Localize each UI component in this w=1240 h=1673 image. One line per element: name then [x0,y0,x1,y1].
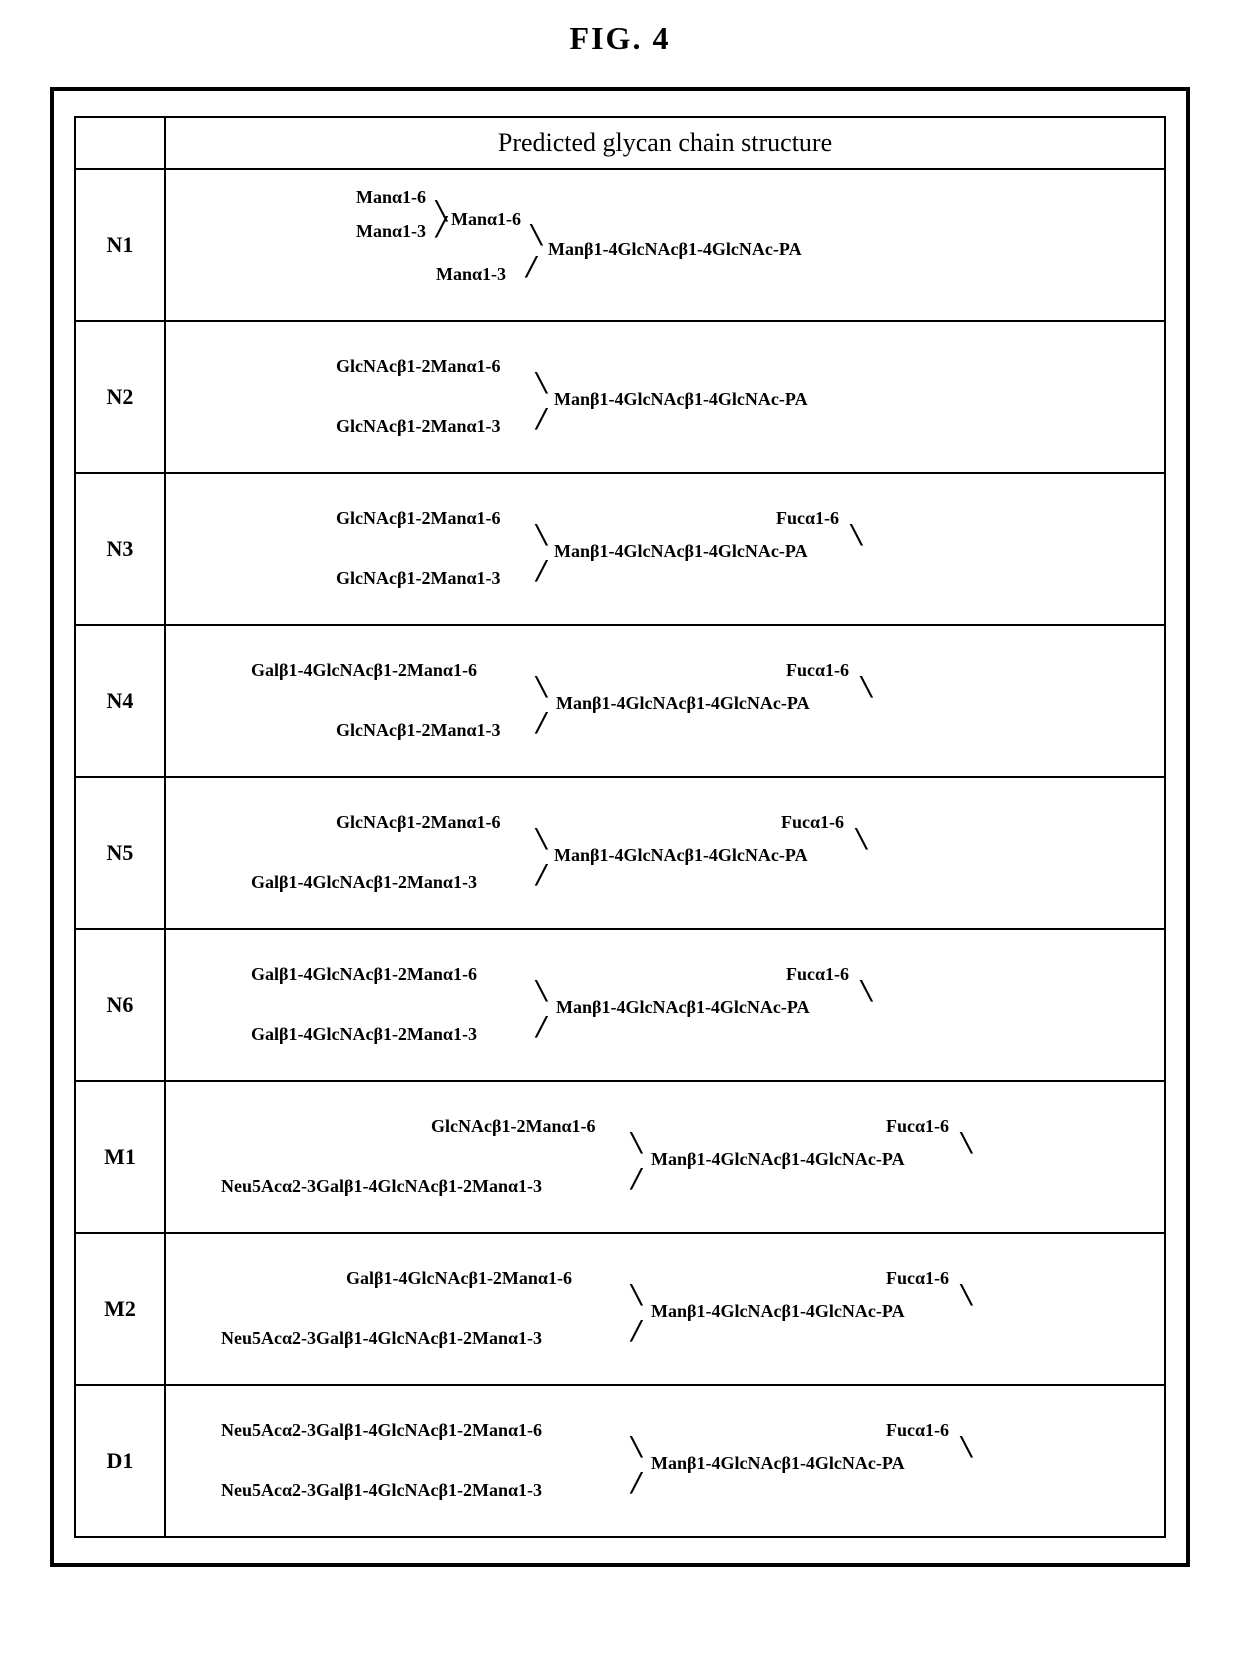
structure-fragment: Neu5Acα2-3Galβ1-4GlcNAcβ1-2Manα1-6 [221,1421,542,1439]
structure-fragment: Fucα1-6 [776,509,839,527]
structure-fragment: ╱ [536,866,547,884]
structure-fragment: ╱ [536,714,547,732]
table-row: M1 GlcNAcβ1-2Manα1-6 ╲ Neu5Acα2-3Galβ1-4Glc… [75,1081,1165,1233]
structure-fragment: Manβ1-4GlcNAcβ1-4GlcNAc-PA [554,390,808,408]
structure-fragment: Galβ1-4GlcNAcβ1-2Manα1-3 [251,1025,477,1043]
structure-fragment: ╲ [856,830,867,848]
structure-fragment: ╲ [851,526,862,544]
structure-fragment: Manα1-6 [451,210,521,228]
glycan-structure: GlcNAcβ1-2Manα1-6 ╲ GlcNAcβ1-2Manα1-3 ╱ Manβ… [165,321,1165,473]
glycan-id: N5 [75,777,165,929]
glycan-structure: GlcNAcβ1-2Manα1-6 ╲ GlcNAcβ1-2Manα1-3 ╱ Fucα… [165,473,1165,625]
structure-fragment: Manβ1-4GlcNAcβ1-4GlcNAc-PA [554,542,808,560]
glycan-structure: Galβ1-4GlcNAcβ1-2Manα1-6 ╲ Neu5Acα2-3Galβ1… [165,1233,1165,1385]
figure-frame: Predicted glycan chain structure N1 Manα1… [50,87,1190,1567]
structure-fragment: Galβ1-4GlcNAcβ1-2Manα1-6 [251,965,477,983]
structure-fragment: ╱ [436,218,447,236]
glycan-id: M2 [75,1233,165,1385]
structure-fragment: Neu5Acα2-3Galβ1-4GlcNAcβ1-2Manα1-3 [221,1481,542,1499]
structure-fragment: ╲ [961,1134,972,1152]
structure-fragment: Manα1-6 [356,188,426,206]
structure-fragment: ╲ [861,678,872,696]
structure-fragment: GlcNAcβ1-2Manα1-6 [336,357,501,375]
structure-fragment: ╲ [536,526,547,544]
header-structure: Predicted glycan chain structure [165,117,1165,169]
structure-fragment: ╲ [961,1438,972,1456]
structure-fragment: Fucα1-6 [781,813,844,831]
glycan-structure: Neu5Acα2-3Galβ1-4GlcNAcβ1-2Manα1-6 ╲ Neu5A… [165,1385,1165,1537]
structure-fragment: GlcNAcβ1-2Manα1-3 [336,417,501,435]
glycan-id: N3 [75,473,165,625]
structure-fragment: Neu5Acα2-3Galβ1-4GlcNAcβ1-2Manα1-3 [221,1177,542,1195]
structure-fragment: ╲ [531,226,542,244]
structure-fragment: Manβ1-4GlcNAcβ1-4GlcNAc-PA [651,1150,905,1168]
structure-fragment: ╲ [536,830,547,848]
structure-fragment: ╱ [536,410,547,428]
structure-fragment: ╲ [536,982,547,1000]
glycan-id: M1 [75,1081,165,1233]
structure-fragment: GlcNAcβ1-2Manα1-3 [336,721,501,739]
structure-fragment: ╱ [631,1474,642,1492]
structure-fragment: ╱ [631,1322,642,1340]
figure-label: FIG. 4 [20,20,1220,57]
header-blank [75,117,165,169]
structure-fragment: GlcNAcβ1-2Manα1-6 [336,509,501,527]
structure-fragment: Manα1-3 [436,265,506,283]
structure-fragment: Galβ1-4GlcNAcβ1-2Manα1-6 [346,1269,572,1287]
structure-fragment: Fucα1-6 [886,1117,949,1135]
table-row: N5 GlcNAcβ1-2Manα1-6 ╲ Galβ1-4GlcNAcβ1-2Man… [75,777,1165,929]
glycan-id: N4 [75,625,165,777]
structure-fragment: Fucα1-6 [786,661,849,679]
structure-fragment: ╱ [526,258,537,276]
structure-fragment: Manβ1-4GlcNAcβ1-4GlcNAc-PA [554,846,808,864]
table-row: N3 GlcNAcβ1-2Manα1-6 ╲ GlcNAcβ1-2Manα1-3 ╱ Fu… [75,473,1165,625]
structure-fragment: Manβ1-4GlcNAcβ1-4GlcNAc-PA [651,1454,905,1472]
structure-fragment: Neu5Acα2-3Galβ1-4GlcNAcβ1-2Manα1-3 [221,1329,542,1347]
structure-fragment: GlcNAcβ1-2Manα1-6 [431,1117,596,1135]
structure-fragment: GlcNAcβ1-2Manα1-6 [336,813,501,831]
structure-fragment: Fucα1-6 [886,1269,949,1287]
glycan-id: N2 [75,321,165,473]
structure-fragment: ╲ [861,982,872,1000]
structure-fragment: ╱ [631,1170,642,1188]
structure-fragment: ╱ [536,562,547,580]
structure-fragment: ╲ [631,1286,642,1304]
structure-fragment: ╲ [536,678,547,696]
glycan-structure: GlcNAcβ1-2Manα1-6 ╲ Galβ1-4GlcNAcβ1-2Manα1… [165,777,1165,929]
glycan-structure: GlcNAcβ1-2Manα1-6 ╲ Neu5Acα2-3Galβ1-4GlcNA… [165,1081,1165,1233]
table-row: N1Manα1-6╲Manα1-3╱Manα1-6╲Manα1-3╱Manβ1-… [75,169,1165,321]
table-row: N2 GlcNAcβ1-2Manα1-6 ╲ GlcNAcβ1-2Manα1-3 ╱ Ma… [75,321,1165,473]
structure-fragment: Fucα1-6 [786,965,849,983]
structure-fragment: ╲ [631,1134,642,1152]
table-row: D1Neu5Acα2-3Galβ1-4GlcNAcβ1-2Manα1-6╲Neu… [75,1385,1165,1537]
structure-fragment: Manβ1-4GlcNAcβ1-4GlcNAc-PA [651,1302,905,1320]
structure-fragment: ╱ [536,1018,547,1036]
structure-fragment: Manβ1-4GlcNAcβ1-4GlcNAc-PA [548,240,802,258]
structure-fragment: Manβ1-4GlcNAcβ1-4GlcNAc-PA [556,694,810,712]
glycan-id: N1 [75,169,165,321]
glycan-id: D1 [75,1385,165,1537]
glycan-table: Predicted glycan chain structure N1 Manα1… [74,116,1166,1538]
structure-fragment: Manβ1-4GlcNAcβ1-4GlcNAc-PA [556,998,810,1016]
glycan-id: N6 [75,929,165,1081]
structure-fragment: ╲ [961,1286,972,1304]
structure-fragment: GlcNAcβ1-2Manα1-3 [336,569,501,587]
table-row: N4 Galβ1-4GlcNAcβ1-2Manα1-6 ╲ GlcNAcβ1-2Man… [75,625,1165,777]
structure-fragment: ╲ [631,1438,642,1456]
glycan-structure: Manα1-6╲Manα1-3╱Manα1-6╲Manα1-3╱Manβ1-4G… [165,169,1165,321]
structure-fragment: Galβ1-4GlcNAcβ1-2Manα1-3 [251,873,477,891]
glycan-structure: Galβ1-4GlcNAcβ1-2Manα1-6 ╲ Galβ1-4GlcNAcβ1… [165,929,1165,1081]
table-row: M2 Galβ1-4GlcNAcβ1-2Manα1-6 ╲ Neu5Acα2-3Gal… [75,1233,1165,1385]
structure-fragment: Fucα1-6 [886,1421,949,1439]
structure-fragment: Manα1-3 [356,222,426,240]
table-row: N6Galβ1-4GlcNAcβ1-2Manα1-6╲Galβ1-4GlcNAc… [75,929,1165,1081]
structure-fragment: ╲ [536,374,547,392]
structure-fragment: Galβ1-4GlcNAcβ1-2Manα1-6 [251,661,477,679]
glycan-structure: Galβ1-4GlcNAcβ1-2Manα1-6 ╲ GlcNAcβ1-2Manα1… [165,625,1165,777]
